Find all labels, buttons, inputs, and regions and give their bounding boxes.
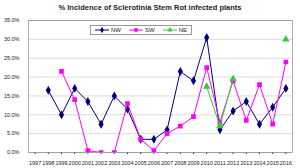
svg-text:2000: 2000 <box>69 160 81 166</box>
svg-text:2013: 2013 <box>240 160 252 166</box>
svg-text:1998: 1998 <box>42 160 54 166</box>
html-text:% Incidence of Sclerotinia Ste: % Incidence of Sclerotinia Stem Rot infe… <box>58 3 242 12</box>
svg-text:1997: 1997 <box>29 160 41 166</box>
svg-text:2003: 2003 <box>108 160 120 166</box>
svg-text:2011: 2011 <box>214 160 226 166</box>
svg-text:0.0%: 0.0% <box>7 149 20 155</box>
svg-text:2005: 2005 <box>135 160 147 166</box>
svg-text:20.0%: 20.0% <box>4 74 20 80</box>
html-text:NE: NE <box>178 27 187 33</box>
svg-text:2009: 2009 <box>187 160 199 166</box>
svg-text:2008: 2008 <box>174 160 186 166</box>
svg-text:35.0%: 35.0% <box>4 17 20 23</box>
svg-text:25.0%: 25.0% <box>4 55 20 61</box>
svg-text:1999: 1999 <box>55 160 67 166</box>
svg-text:2015: 2015 <box>267 160 279 166</box>
html-text:NW: NW <box>111 27 121 33</box>
svg-text:2002: 2002 <box>95 160 107 166</box>
svg-text:2001: 2001 <box>82 160 94 166</box>
svg-text:2014: 2014 <box>253 160 265 166</box>
svg-text:30.0%: 30.0% <box>4 36 20 42</box>
html-text:SW: SW <box>145 27 155 33</box>
svg-text:5.0%: 5.0% <box>7 130 20 136</box>
svg-text:2016: 2016 <box>280 160 292 166</box>
svg-text:2007: 2007 <box>161 160 173 166</box>
svg-text:2012: 2012 <box>227 160 239 166</box>
svg-text:2004: 2004 <box>121 160 133 166</box>
svg-text:2006: 2006 <box>148 160 160 166</box>
svg-text:2010: 2010 <box>201 160 213 166</box>
svg-text:10.0%: 10.0% <box>4 112 20 118</box>
svg-text:15.0%: 15.0% <box>4 93 20 99</box>
